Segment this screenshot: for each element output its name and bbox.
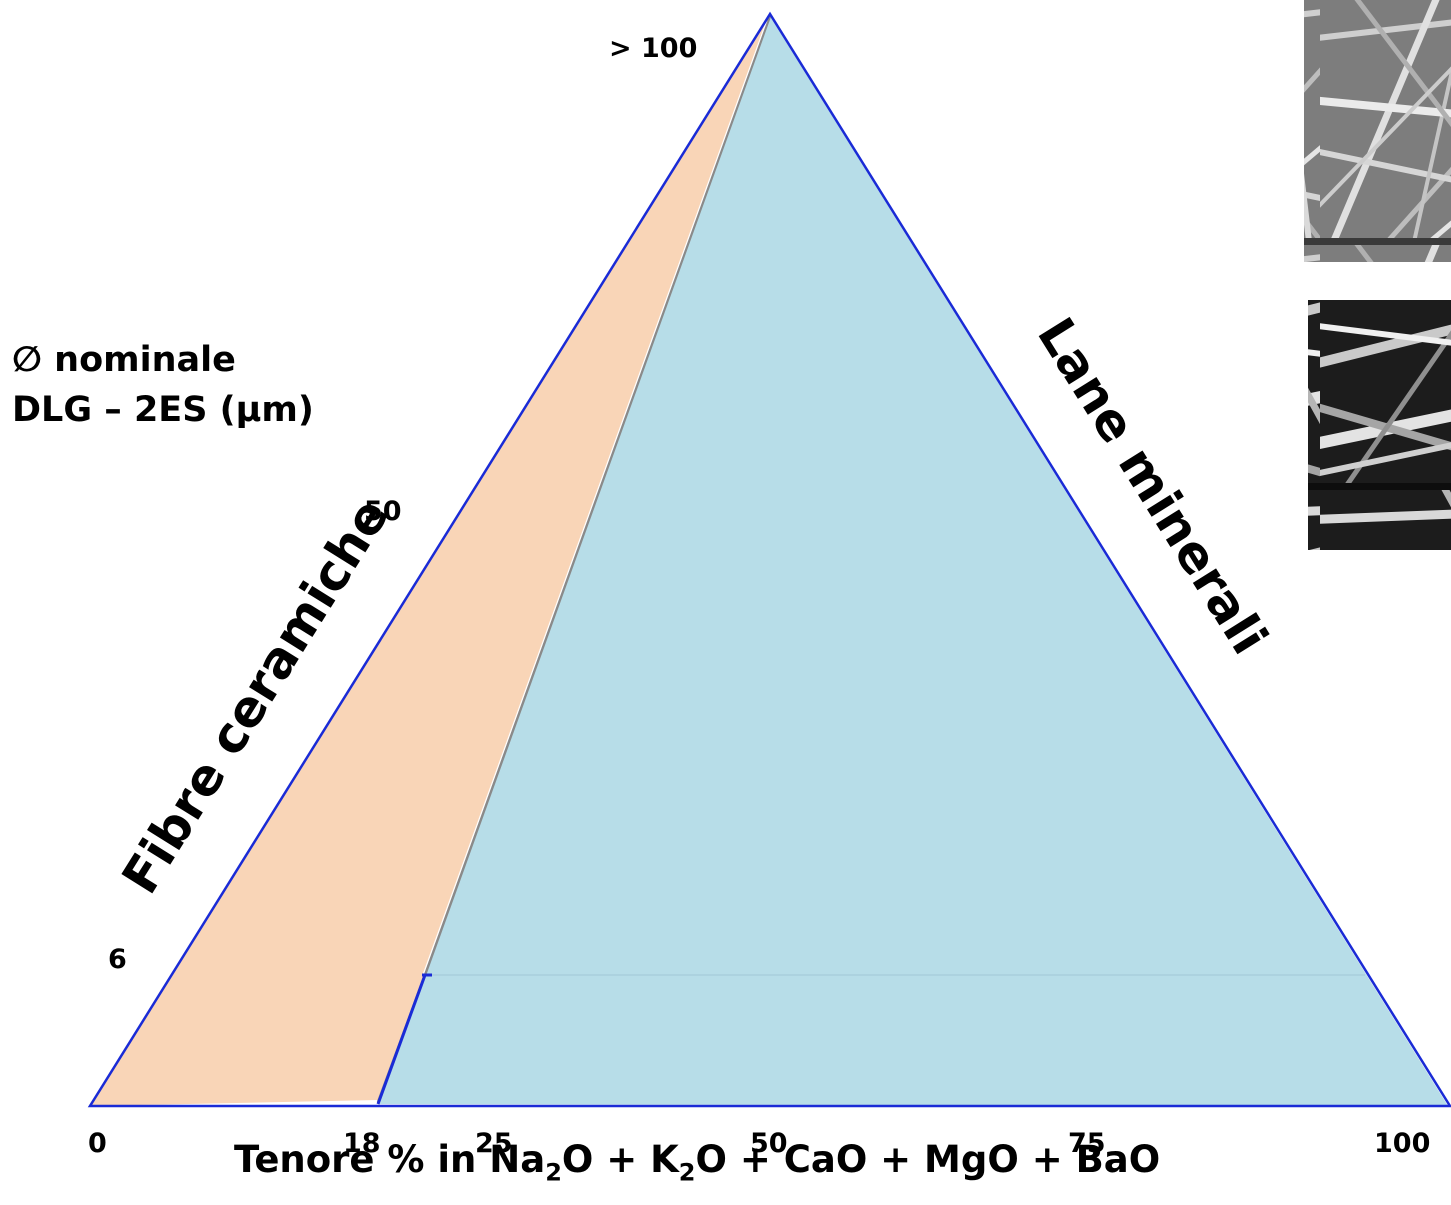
triangle-outline bbox=[87, 11, 1451, 1108]
sem-micrograph-2-icon bbox=[1308, 300, 1451, 550]
x-tick-0: 0 bbox=[88, 1128, 107, 1159]
x-title-part2: O + K bbox=[561, 1138, 679, 1181]
y-axis-title: ∅ nominale DLG – 2ES (μm) bbox=[12, 335, 314, 435]
region-boundary-highlight bbox=[422, 19, 768, 976]
x-title-sub2: 2 bbox=[678, 1158, 696, 1187]
x-title-part1: Tenore % in Na bbox=[234, 1138, 546, 1181]
x-title-sub1: 2 bbox=[545, 1158, 562, 1187]
y-tick-6: 6 bbox=[108, 944, 127, 975]
x-tick-18: 18 bbox=[343, 1128, 381, 1159]
x-tick-100: 100 bbox=[1374, 1128, 1430, 1159]
y-axis-title-line1: ∅ nominale bbox=[12, 340, 236, 380]
region-blue-step bbox=[376, 974, 427, 1105]
y-tick-100: > 100 bbox=[609, 33, 697, 64]
y-axis-title-line2: DLG – 2ES (μm) bbox=[12, 390, 314, 430]
x-title-part3: O + CaO + MgO + BaO bbox=[695, 1138, 1161, 1181]
x-tick-75: 75 bbox=[1068, 1128, 1106, 1159]
sem-micrograph-1-icon bbox=[1304, 0, 1451, 262]
y-tick-50: 50 bbox=[364, 496, 402, 527]
region-lane-minerali bbox=[378, 16, 1448, 1106]
x-tick-50: 50 bbox=[750, 1128, 788, 1159]
x-tick-25: 25 bbox=[475, 1128, 513, 1159]
x-axis-title: Tenore % in Na2O + K2O + CaO + MgO + BaO bbox=[234, 1138, 1234, 1186]
